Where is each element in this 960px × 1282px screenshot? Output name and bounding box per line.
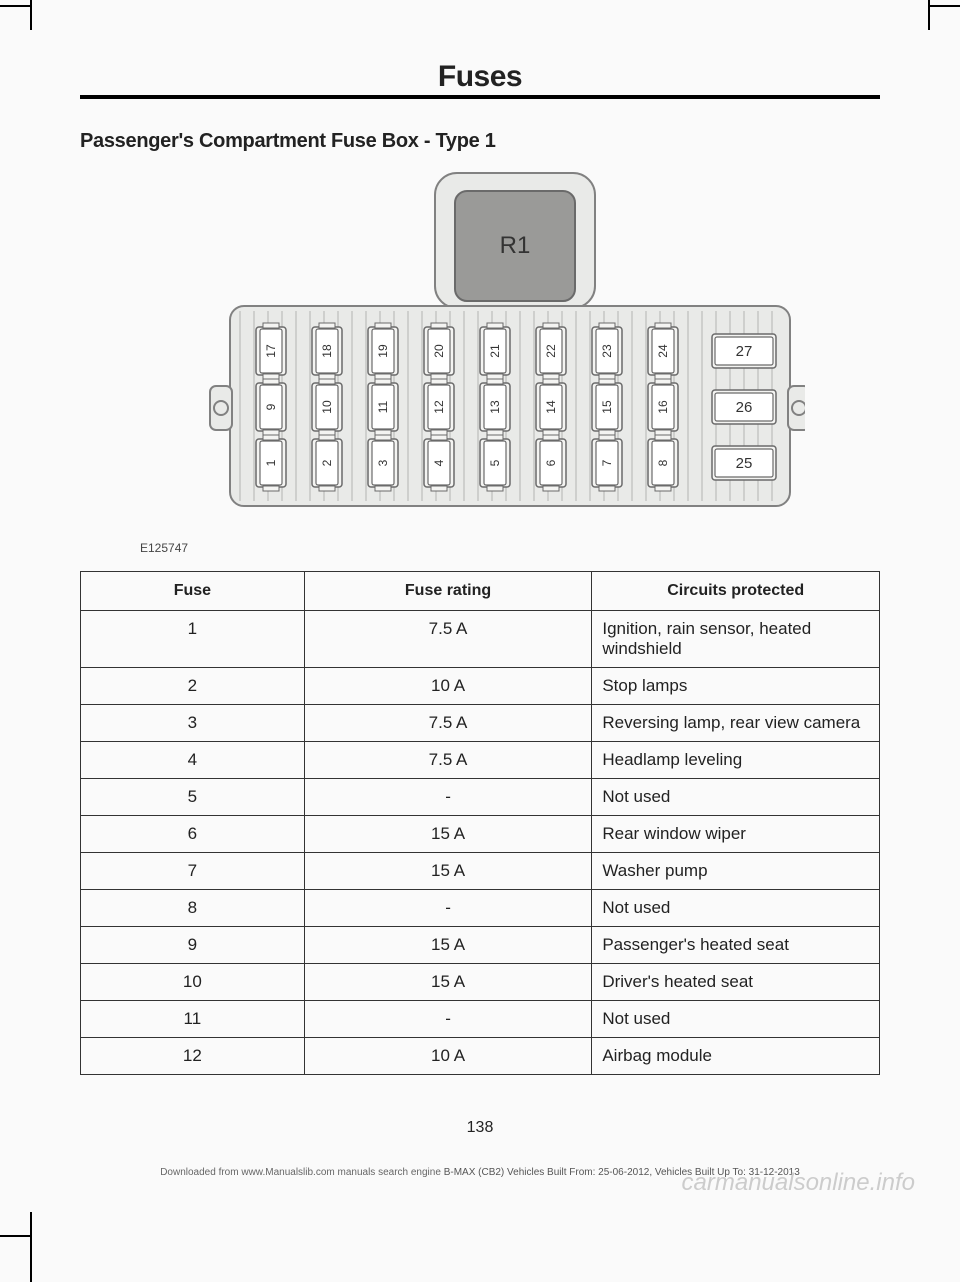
svg-text:23: 23 [600, 344, 614, 358]
svg-text:11: 11 [376, 400, 390, 413]
cell-fuse: 3 [81, 705, 305, 742]
svg-text:25: 25 [736, 455, 753, 472]
manual-page: Fuses Passenger's Compartment Fuse Box -… [0, 0, 960, 1242]
figure-code: E125747 [140, 541, 880, 555]
cell-fuse: 5 [81, 779, 305, 816]
section-title: Passenger's Compartment Fuse Box - Type … [80, 130, 880, 153]
cell-rating: 15 A [304, 816, 592, 853]
col-rating: Fuse rating [304, 572, 592, 611]
svg-text:9: 9 [264, 403, 278, 410]
fuse-table: Fuse Fuse rating Circuits protected 17.5… [80, 571, 880, 1075]
svg-text:26: 26 [736, 399, 753, 416]
svg-text:10: 10 [320, 400, 334, 414]
cell-rating: 7.5 A [304, 611, 592, 668]
chapter-title: Fuses [420, 60, 540, 94]
crop-mark [0, 5, 30, 7]
col-fuse: Fuse [81, 572, 305, 611]
cell-fuse: 10 [81, 964, 305, 1001]
page-number: 138 [0, 1119, 960, 1137]
crop-mark [930, 5, 960, 7]
site-watermark: carmanualsonline.info [682, 1169, 915, 1197]
cell-fuse: 12 [81, 1038, 305, 1075]
fuse-box-diagram: R117181920212223242791011121314151626123… [80, 171, 880, 555]
cell-circuit: Ignition, rain sensor, heated windshield [592, 611, 880, 668]
svg-text:19: 19 [376, 344, 390, 358]
svg-text:R1: R1 [500, 232, 531, 259]
cell-fuse: 9 [81, 927, 305, 964]
cell-circuit: Passenger's heated seat [592, 927, 880, 964]
cell-fuse: 11 [81, 1001, 305, 1038]
table-row: 915 APassenger's heated seat [81, 927, 880, 964]
cell-fuse: 1 [81, 611, 305, 668]
cell-fuse: 7 [81, 853, 305, 890]
cell-rating: 15 A [304, 853, 592, 890]
cell-rating: - [304, 1001, 592, 1038]
svg-text:1: 1 [264, 459, 278, 466]
cell-rating: 7.5 A [304, 742, 592, 779]
cell-rating: 15 A [304, 964, 592, 1001]
svg-text:14: 14 [544, 400, 558, 414]
svg-text:6: 6 [544, 459, 558, 466]
svg-text:22: 22 [544, 344, 558, 358]
cell-circuit: Rear window wiper [592, 816, 880, 853]
table-row: 210 AStop lamps [81, 668, 880, 705]
download-source: Downloaded from www.Manualslib.com manua… [160, 1167, 441, 1178]
cell-circuit: Airbag module [592, 1038, 880, 1075]
cell-fuse: 6 [81, 816, 305, 853]
fuse-box-svg: R117181920212223242791011121314151626123… [205, 171, 805, 531]
table-row: 17.5 AIgnition, rain sensor, heated wind… [81, 611, 880, 668]
cell-circuit: Reversing lamp, rear view camera [592, 705, 880, 742]
svg-text:21: 21 [488, 344, 502, 358]
svg-text:8: 8 [656, 459, 670, 466]
svg-text:16: 16 [656, 400, 670, 414]
cell-circuit: Not used [592, 1001, 880, 1038]
svg-text:17: 17 [264, 344, 278, 358]
svg-text:4: 4 [432, 459, 446, 466]
cell-circuit: Washer pump [592, 853, 880, 890]
svg-text:18: 18 [320, 344, 334, 358]
table-row: 615 ARear window wiper [81, 816, 880, 853]
header-rule [80, 95, 880, 99]
table-row: 37.5 AReversing lamp, rear view camera [81, 705, 880, 742]
col-circuits: Circuits protected [592, 572, 880, 611]
table-row: 8-Not used [81, 890, 880, 927]
cell-rating: - [304, 890, 592, 927]
table-row: 47.5 AHeadlamp leveling [81, 742, 880, 779]
cell-rating: 10 A [304, 1038, 592, 1075]
table-row: 1015 ADriver's heated seat [81, 964, 880, 1001]
svg-text:3: 3 [376, 459, 390, 466]
svg-text:24: 24 [656, 344, 670, 358]
crop-mark [30, 0, 32, 30]
table-header-row: Fuse Fuse rating Circuits protected [81, 572, 880, 611]
table-row: 5-Not used [81, 779, 880, 816]
cell-fuse: 4 [81, 742, 305, 779]
svg-text:12: 12 [432, 400, 446, 414]
crop-mark [928, 0, 930, 30]
cell-rating: 7.5 A [304, 705, 592, 742]
table-row: 11-Not used [81, 1001, 880, 1038]
table-row: 1210 AAirbag module [81, 1038, 880, 1075]
crop-mark [0, 1235, 30, 1237]
cell-circuit: Driver's heated seat [592, 964, 880, 1001]
svg-text:15: 15 [600, 400, 614, 414]
cell-fuse: 8 [81, 890, 305, 927]
svg-text:7: 7 [600, 459, 614, 466]
table-row: 715 AWasher pump [81, 853, 880, 890]
cell-circuit: Headlamp leveling [592, 742, 880, 779]
cell-circuit: Stop lamps [592, 668, 880, 705]
cell-rating: 10 A [304, 668, 592, 705]
cell-rating: - [304, 779, 592, 816]
svg-text:27: 27 [736, 343, 753, 360]
cell-circuit: Not used [592, 890, 880, 927]
svg-text:5: 5 [488, 459, 502, 466]
cell-circuit: Not used [592, 779, 880, 816]
svg-text:13: 13 [488, 400, 502, 414]
svg-text:2: 2 [320, 459, 334, 466]
crop-mark [30, 1212, 32, 1282]
cell-fuse: 2 [81, 668, 305, 705]
svg-text:20: 20 [432, 344, 446, 358]
cell-rating: 15 A [304, 927, 592, 964]
